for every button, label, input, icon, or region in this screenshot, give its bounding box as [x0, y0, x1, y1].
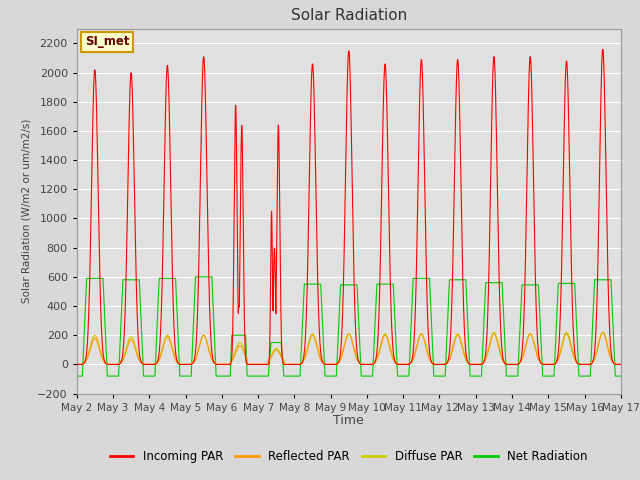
Text: SI_met: SI_met — [85, 35, 129, 48]
Title: Solar Radiation: Solar Radiation — [291, 9, 407, 24]
Legend: Incoming PAR, Reflected PAR, Diffuse PAR, Net Radiation: Incoming PAR, Reflected PAR, Diffuse PAR… — [105, 445, 593, 468]
X-axis label: Time: Time — [333, 414, 364, 427]
Y-axis label: Solar Radiation (W/m2 or um/m2/s): Solar Radiation (W/m2 or um/m2/s) — [22, 119, 32, 303]
